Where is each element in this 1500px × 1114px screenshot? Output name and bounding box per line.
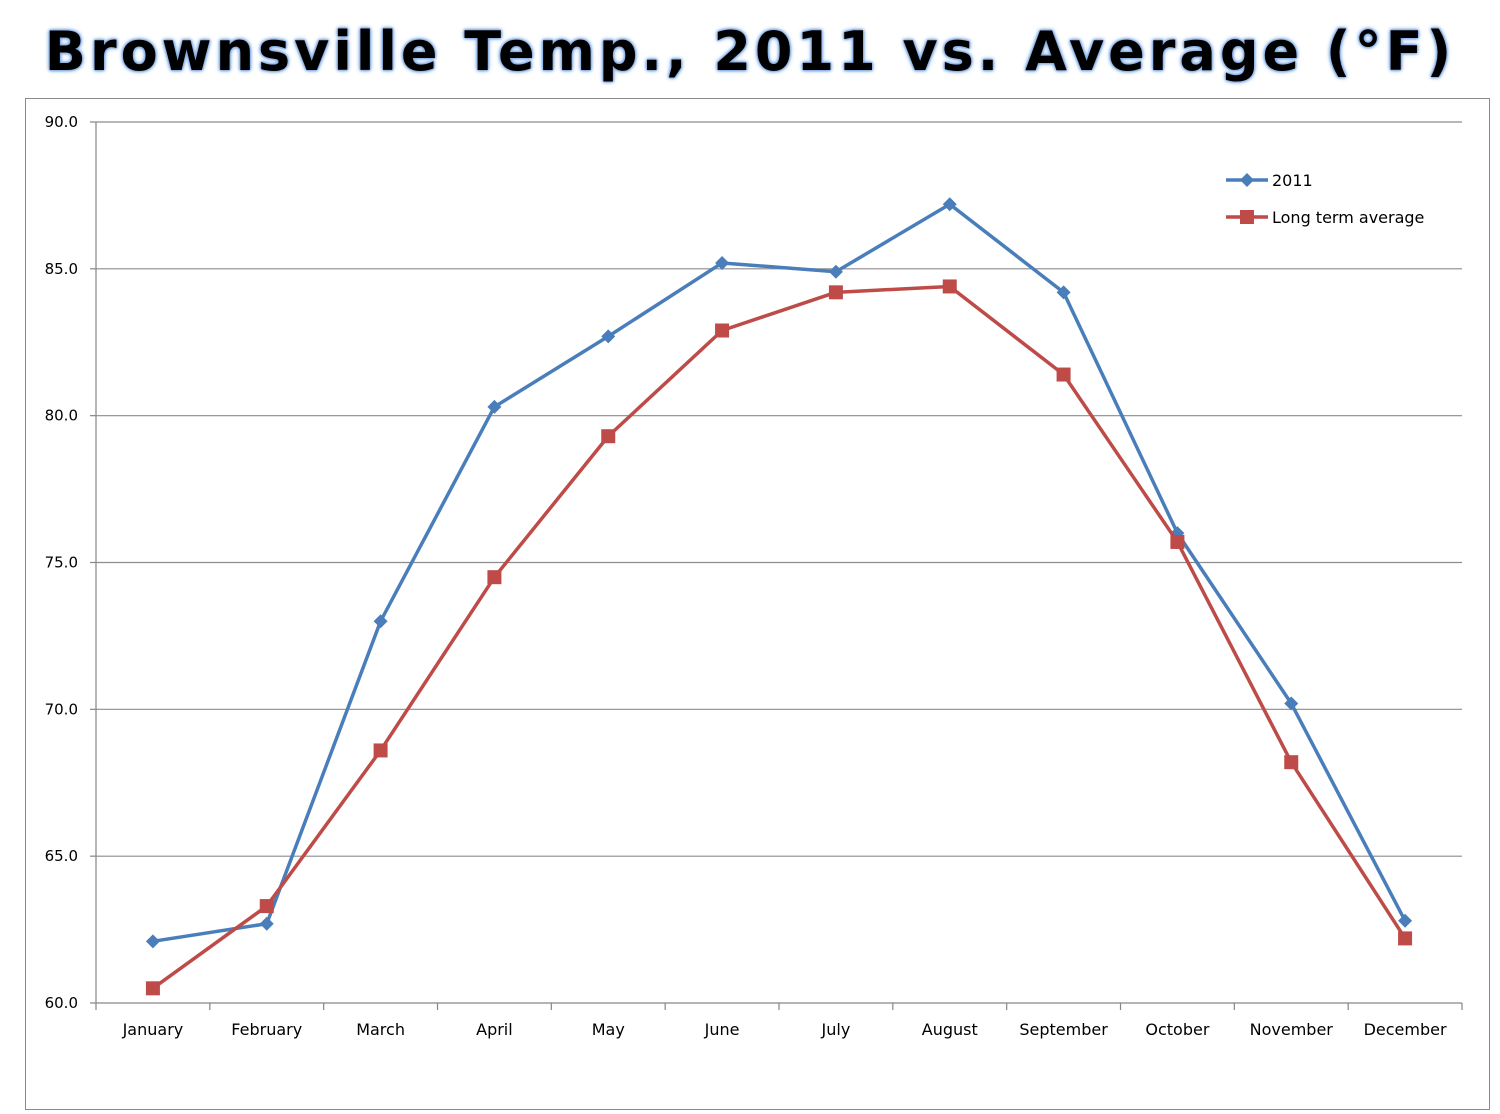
x-tick-label: February xyxy=(231,1020,302,1039)
legend-marker xyxy=(1240,173,1254,187)
series-line-2 xyxy=(151,284,1407,990)
data-point xyxy=(1284,696,1299,711)
y-tick-label: 60.0 xyxy=(45,994,78,1012)
x-tick-label: August xyxy=(922,1020,978,1039)
data-point xyxy=(373,743,388,758)
data-point xyxy=(715,323,730,338)
data-point xyxy=(1056,367,1071,382)
legend-label: Long term average xyxy=(1272,208,1424,227)
series-line-1 xyxy=(152,202,1407,944)
x-tick-label: April xyxy=(476,1020,513,1039)
data-point xyxy=(601,329,616,344)
data-point xyxy=(373,614,388,629)
data-point xyxy=(1284,755,1299,770)
x-tick-label: March xyxy=(356,1020,405,1039)
data-point xyxy=(1056,285,1071,300)
y-tick-label: 65.0 xyxy=(45,847,78,865)
legend-label: 2011 xyxy=(1272,171,1313,190)
chart-title: Brownsville Temp., 2011 vs. Average (°F) xyxy=(44,20,1456,83)
y-tick-label: 75.0 xyxy=(45,554,78,572)
data-point xyxy=(715,255,730,270)
data-point xyxy=(145,934,160,949)
legend-marker xyxy=(1240,210,1254,224)
y-tick-label: 70.0 xyxy=(45,700,78,718)
y-tick-label: 85.0 xyxy=(45,260,78,278)
x-tick-label: July xyxy=(821,1020,851,1039)
x-tick-label: January xyxy=(122,1020,184,1039)
data-point xyxy=(1170,534,1185,549)
data-point xyxy=(942,197,957,212)
x-tick-label: December xyxy=(1364,1020,1447,1039)
x-tick-label: September xyxy=(1019,1020,1108,1039)
data-point xyxy=(259,916,274,931)
data-point xyxy=(942,279,957,294)
y-tick-label: 80.0 xyxy=(45,407,78,425)
x-tick-label: October xyxy=(1145,1020,1209,1039)
data-point xyxy=(1398,931,1413,946)
x-tick-label: May xyxy=(592,1020,625,1039)
x-tick-label: November xyxy=(1250,1020,1334,1039)
data-point xyxy=(487,399,502,414)
data-point xyxy=(487,570,502,585)
chart-frame xyxy=(25,98,1490,1110)
data-point xyxy=(828,285,843,300)
data-point xyxy=(259,899,274,914)
data-point xyxy=(1398,913,1413,928)
data-point xyxy=(828,264,843,279)
y-tick-label: 90.0 xyxy=(45,113,78,131)
x-tick-label: June xyxy=(704,1020,740,1039)
data-point xyxy=(145,981,160,996)
data-point xyxy=(601,429,616,444)
